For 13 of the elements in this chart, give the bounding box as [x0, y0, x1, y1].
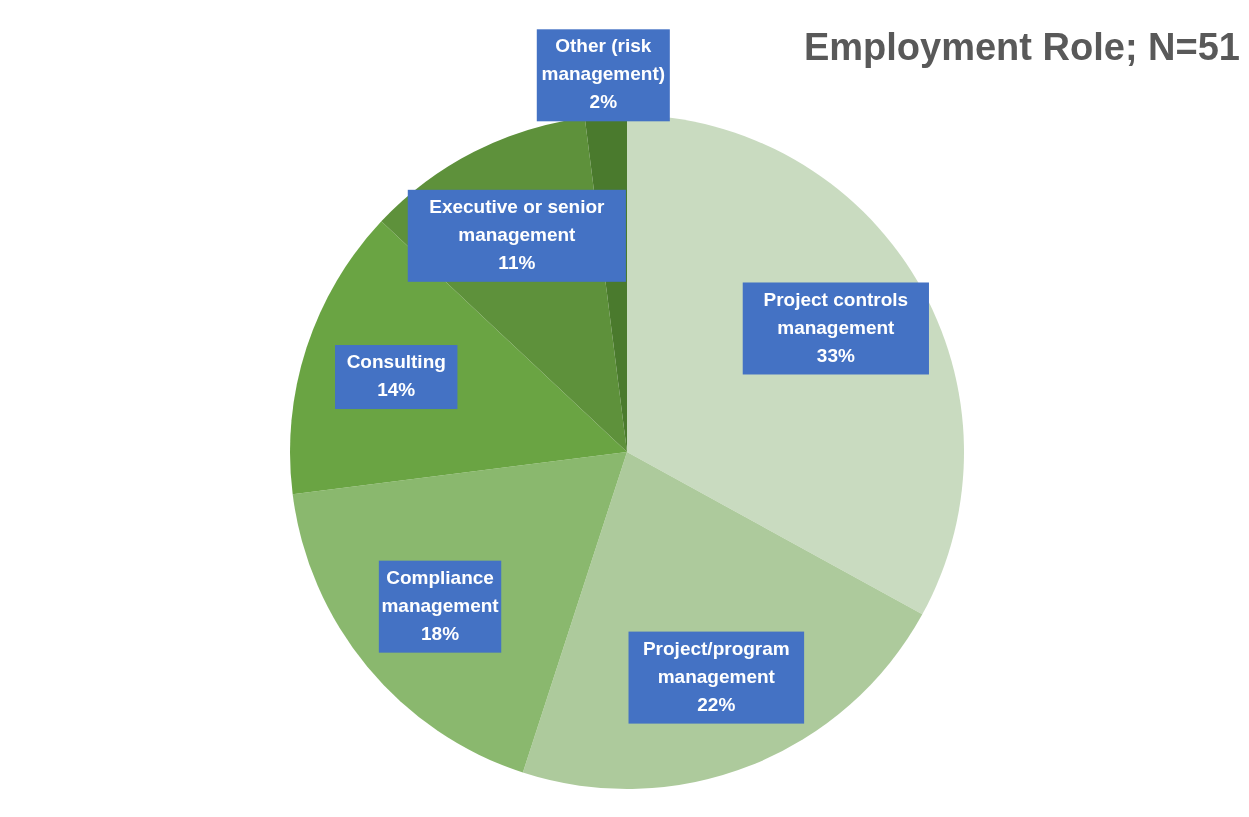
slice-label: Other (risk management) [541, 35, 666, 85]
data-label: 22% [697, 693, 736, 715]
data-label: 18% [421, 622, 460, 644]
data-label: 11% [498, 251, 536, 273]
slice-label: Compliance management [381, 566, 500, 616]
data-label: 2% [589, 91, 618, 113]
slice-label: Consulting [346, 351, 446, 373]
data-label: 33% [816, 344, 855, 366]
data-label: 14% [377, 379, 416, 401]
slice-label: Project/program management [642, 637, 790, 687]
slice-label: Executive or senior management [429, 195, 606, 245]
slice-label: Project controls management [763, 288, 909, 338]
chart-title: Employment Role; N=51 [803, 26, 1240, 68]
